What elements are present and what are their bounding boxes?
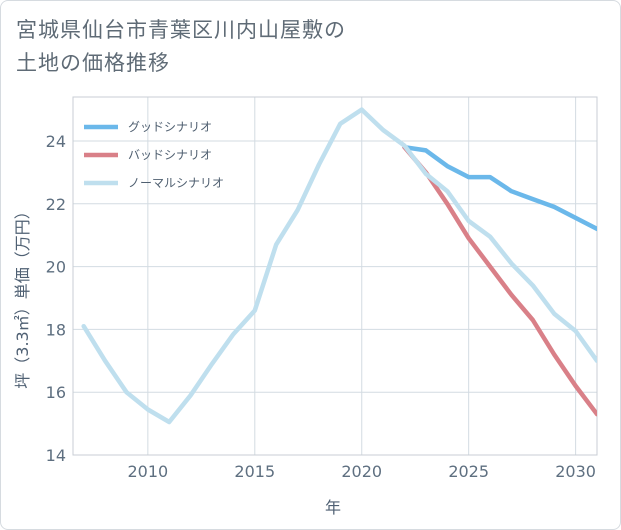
chart-title: 宮城県仙台市青葉区川内山屋敷の 土地の価格推移	[16, 14, 436, 80]
legend-label: バッドシナリオ	[128, 148, 212, 162]
x-axis-label: 年	[325, 498, 341, 517]
x-tick-label: 2010	[127, 462, 168, 481]
y-tick-label: 20	[46, 258, 66, 277]
legend-item-normal[interactable]: ノーマルシナリオ	[84, 176, 224, 190]
x-tick-label: 2015	[234, 462, 275, 481]
y-tick-label: 18	[46, 320, 66, 339]
y-tick-label: 16	[46, 383, 66, 402]
legend-item-bad[interactable]: バッドシナリオ	[84, 148, 212, 162]
y-tick-label: 24	[46, 132, 66, 151]
y-tick-label: 22	[46, 195, 66, 214]
x-tick-label: 2025	[448, 462, 489, 481]
y-tick-label: 14	[46, 446, 66, 465]
chart-title-line2: 土地の価格推移	[16, 51, 170, 75]
x-tick-label: 2020	[341, 462, 382, 481]
legend-item-good[interactable]: グッドシナリオ	[84, 120, 212, 134]
chart-title-line1: 宮城県仙台市青葉区川内山屋敷の	[16, 18, 346, 42]
legend-label: グッドシナリオ	[128, 120, 212, 134]
y-axis-ticks: 14 16 18 20 22 24	[46, 132, 66, 465]
series-line-normal	[81, 107, 597, 425]
gridlines	[73, 97, 597, 456]
series-lines	[81, 107, 597, 425]
y-axis-label: 坪（3.3㎡）単価（万円）	[13, 203, 32, 388]
series-line-bad	[402, 144, 597, 417]
plot-area-border	[72, 96, 598, 456]
legend-label: ノーマルシナリオ	[128, 176, 224, 190]
x-axis-ticks: 2010 2015 2020 2025 2030	[127, 462, 595, 481]
series-line-good	[402, 144, 597, 232]
x-tick-label: 2030	[555, 462, 596, 481]
